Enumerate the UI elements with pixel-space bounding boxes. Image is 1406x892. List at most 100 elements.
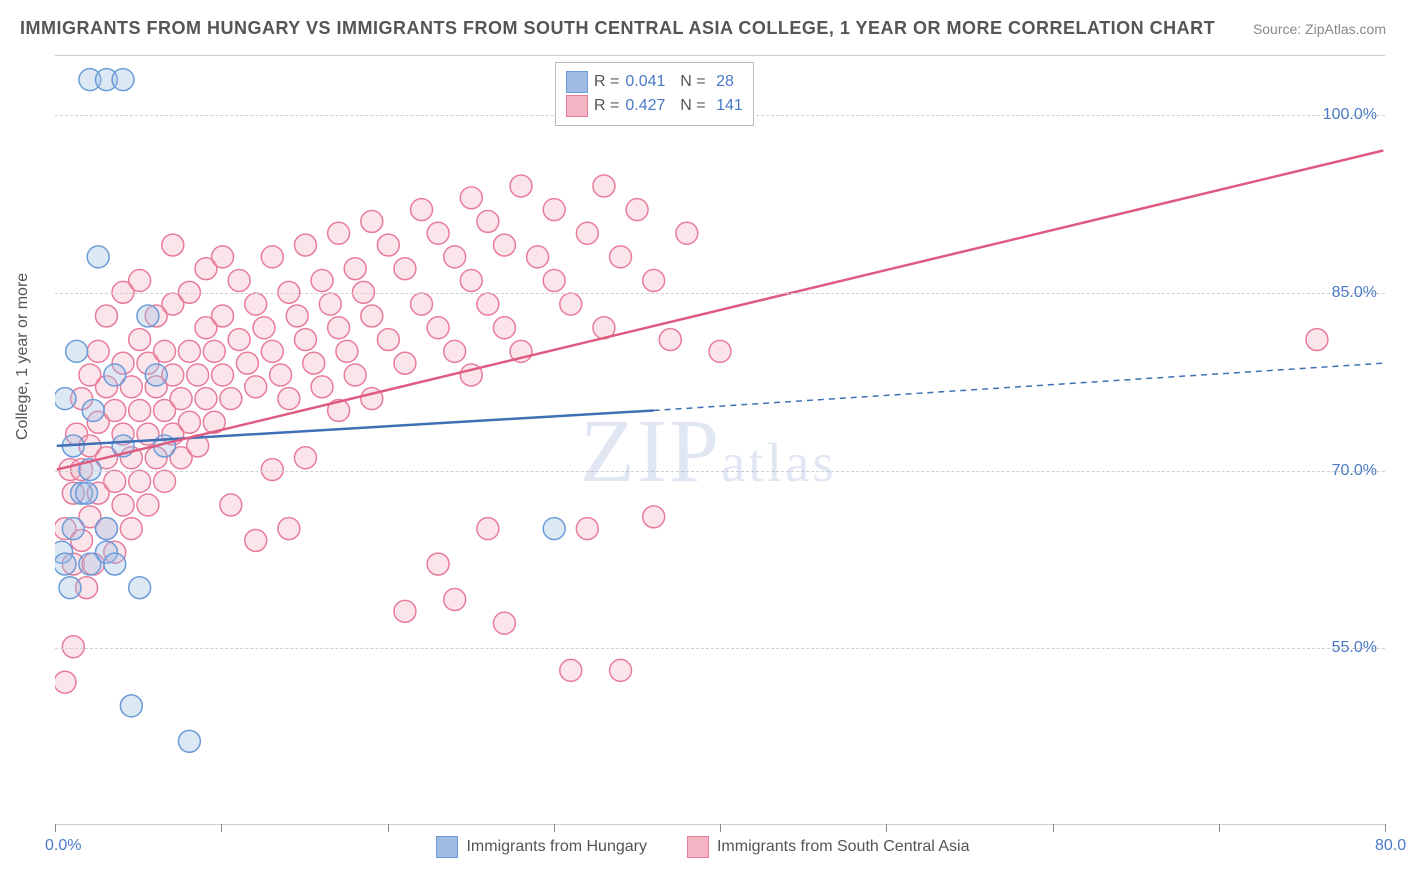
data-point [610,659,632,681]
data-point [328,222,350,244]
data-point [112,494,134,516]
data-point [129,329,151,351]
x-tick [1385,824,1386,832]
data-point [709,340,731,362]
data-point [560,293,582,315]
data-point [394,600,416,622]
y-tick-label: 55.0% [1332,639,1377,657]
gridline [55,471,1385,472]
data-point [212,305,234,327]
gridline [55,648,1385,649]
data-point [643,270,665,292]
data-point [444,589,466,611]
chart-area: 55.0%70.0%85.0%100.0% [55,55,1385,825]
data-point [394,258,416,280]
data-point [344,258,366,280]
data-point [294,234,316,256]
data-point [444,340,466,362]
data-point [460,270,482,292]
data-point [203,340,225,362]
data-point [212,364,234,386]
data-point [626,199,648,221]
data-point [228,329,250,351]
chart-title: IMMIGRANTS FROM HUNGARY VS IMMIGRANTS FR… [20,18,1215,39]
data-point [294,329,316,351]
data-point [1306,329,1328,351]
data-point [576,222,598,244]
stat-r-label: R = [594,73,619,91]
data-point [154,340,176,362]
bottom-legend: Immigrants from Hungary Immigrants from S… [0,836,1406,858]
x-tick [388,824,389,832]
data-point [62,636,84,658]
data-point [286,305,308,327]
stat-r-value: 0.041 [625,73,665,91]
data-point [96,305,118,327]
data-point [129,399,151,421]
legend-swatch [566,95,588,117]
data-point [220,494,242,516]
data-point [377,329,399,351]
data-point [137,305,159,327]
data-point [493,612,515,634]
y-axis-label: College, 1 year or more [14,273,32,440]
data-point [170,388,192,410]
data-point [460,187,482,209]
data-point [427,317,449,339]
stat-n-value: 28 [712,73,734,91]
data-point [643,506,665,528]
data-point [270,364,292,386]
stat-n-label: N = [671,73,705,91]
data-point [162,234,184,256]
data-point [261,246,283,268]
data-point [336,340,358,362]
data-point [87,340,109,362]
data-point [129,470,151,492]
data-point [610,246,632,268]
data-point [112,69,134,91]
data-point [328,317,350,339]
x-tick [720,824,721,832]
data-point [543,518,565,540]
data-point [220,388,242,410]
data-point [79,553,101,575]
x-tick [886,824,887,832]
data-point [120,695,142,717]
data-point [55,553,76,575]
data-point [212,246,234,268]
data-point [104,553,126,575]
x-tick [55,824,56,832]
data-point [178,411,200,433]
legend-label: Immigrants from Hungary [466,838,647,856]
data-point [178,340,200,362]
data-point [294,447,316,469]
legend-item: Immigrants from Hungary [436,836,647,858]
x-tick [1219,824,1220,832]
x-tick-label: 80.0% [1375,837,1406,855]
data-point [96,518,118,540]
data-point [145,364,167,386]
legend-swatch [687,836,709,858]
data-point [311,270,333,292]
data-point [593,175,615,197]
data-point [319,293,341,315]
data-point [76,482,98,504]
data-point [278,388,300,410]
data-point [361,305,383,327]
data-point [676,222,698,244]
data-point [62,518,84,540]
data-point [129,270,151,292]
data-point [543,270,565,292]
source-label: Source: ZipAtlas.com [1253,21,1386,37]
stat-r-label: R = [594,97,619,115]
data-point [477,518,499,540]
data-point [659,329,681,351]
x-tick [1053,824,1054,832]
data-point [311,376,333,398]
data-point [477,210,499,232]
data-point [120,518,142,540]
legend-item: Immigrants from South Central Asia [687,836,970,858]
data-point [55,388,76,410]
y-tick-label: 85.0% [1332,284,1377,302]
data-point [59,577,81,599]
